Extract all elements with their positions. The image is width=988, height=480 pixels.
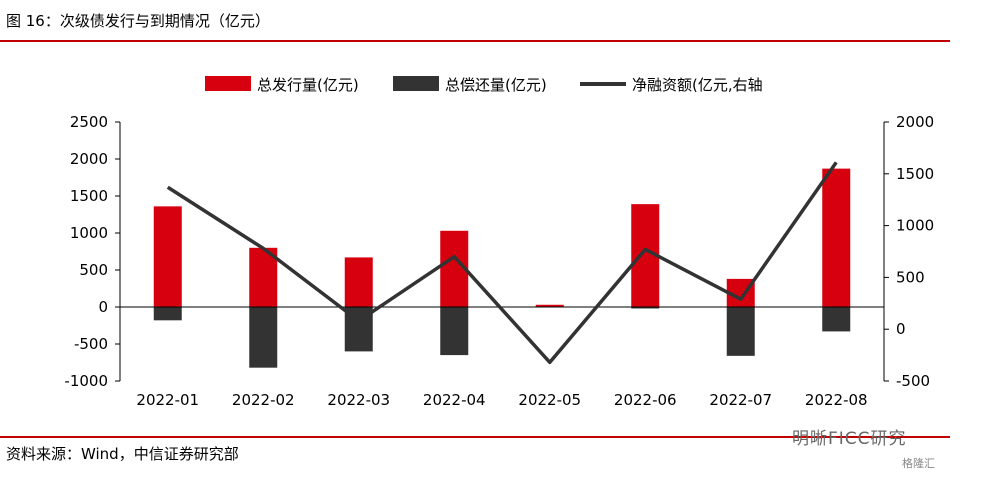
right-axis: -500 0 500 1000 1500 2000: [883, 113, 934, 390]
repayment-bar: [822, 307, 851, 332]
right-tick-label: 0: [896, 320, 906, 338]
legend-swatch-repayment: [393, 76, 439, 91]
footer-rule: [0, 436, 950, 438]
left-tick-label: 2500: [70, 113, 108, 131]
left-tick-label: 1500: [70, 187, 108, 205]
x-tick-label: 2022-06: [614, 391, 677, 409]
watermark: 明晰FICC研究: [792, 429, 907, 449]
left-axis: -1000 -500 0 500 1000 1500 2000 2500: [64, 113, 121, 390]
legend: 总发行量(亿元) 总偿还量(亿元) 净融资额(亿元,右轴: [205, 76, 763, 94]
left-tick-label: -500: [74, 335, 108, 353]
left-tick-label: 0: [98, 298, 108, 316]
x-tick-label: 2022-01: [136, 391, 199, 409]
net-financing-line: [166, 161, 838, 365]
x-labels: 2022-01 2022-02 2022-03 2022-04 2022-05 2022-…: [136, 391, 867, 409]
repayment-bar: [153, 307, 182, 321]
legend-label-net: 净融资额(亿元,右轴: [632, 76, 763, 94]
x-tick-label: 2022-03: [327, 391, 390, 409]
legend-swatch-issuance: [205, 76, 251, 91]
right-tick-label: 1000: [896, 217, 934, 235]
watermark-sub: 格隆汇: [902, 457, 935, 470]
x-tick-label: 2022-02: [232, 391, 295, 409]
left-tick-label: 500: [79, 261, 108, 279]
left-tick-label: 2000: [70, 150, 108, 168]
right-tick-label: 500: [896, 268, 925, 286]
bars: [153, 168, 851, 368]
right-tick-label: 1500: [896, 165, 934, 183]
repayment-bar: [440, 307, 469, 356]
net-line: [166, 161, 838, 365]
source-note: 资料来源：Wind，中信证券研究部: [6, 445, 239, 463]
issuance-bar: [153, 206, 182, 307]
title-rule: [0, 40, 950, 42]
issuance-bar: [535, 304, 564, 307]
x-tick-label: 2022-05: [518, 391, 581, 409]
left-tick-label: 1000: [70, 224, 108, 242]
figure-title: 图 16：次级债发行与到期情况（亿元）: [6, 12, 270, 30]
issuance-bar: [344, 257, 373, 307]
repayment-bar: [249, 307, 278, 368]
right-tick-label: -500: [896, 372, 930, 390]
legend-label-repayment: 总偿还量(亿元): [445, 76, 547, 94]
x-tick-label: 2022-07: [709, 391, 772, 409]
x-tick-label: 2022-04: [423, 391, 486, 409]
repayment-bar: [726, 307, 755, 356]
left-tick-label: -1000: [64, 372, 108, 390]
right-tick-label: 2000: [896, 113, 934, 131]
issuance-bar: [822, 168, 851, 307]
legend-label-issuance: 总发行量(亿元): [257, 76, 359, 94]
repayment-bar: [631, 307, 660, 309]
x-tick-label: 2022-08: [805, 391, 868, 409]
